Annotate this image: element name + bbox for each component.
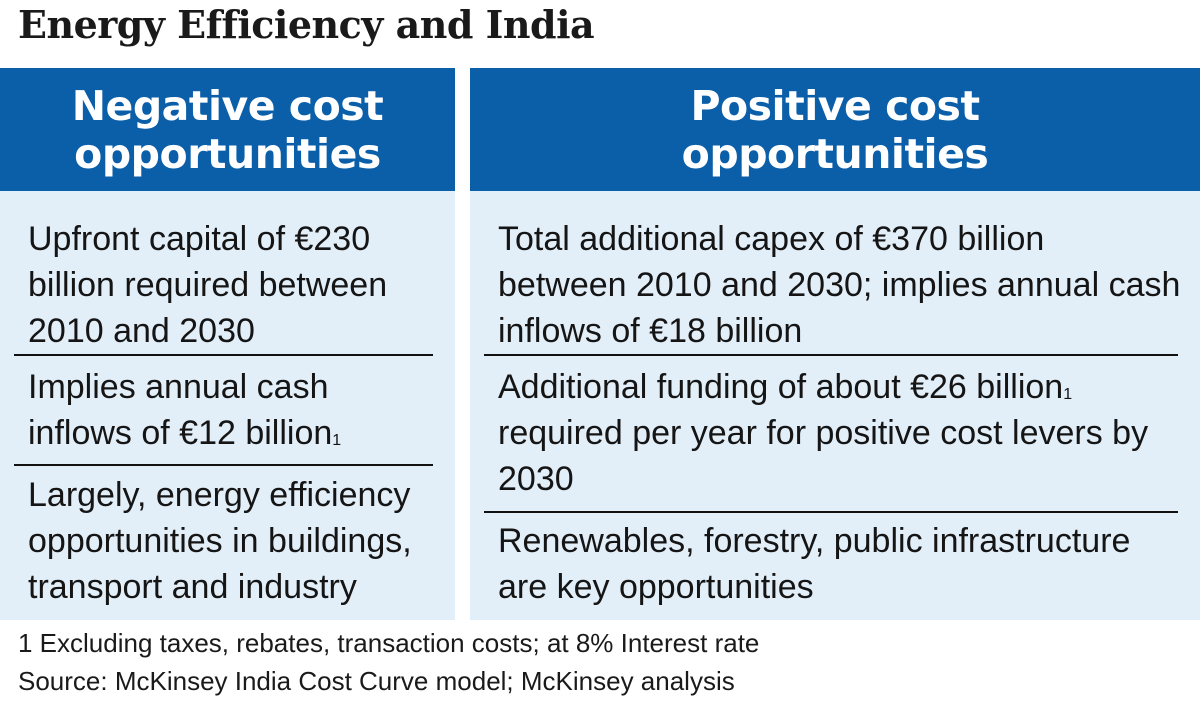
row-divider (484, 354, 1178, 356)
footnote-marker: 1 (1063, 386, 1073, 403)
positive-cost-column: Positive cost opportunities Total additi… (470, 68, 1200, 620)
source-note: Source: McKinsey India Cost Curve model;… (18, 666, 735, 696)
positive-row-funding: Additional funding of about €26 billion1… (488, 364, 1182, 502)
negative-cost-header: Negative cost opportunities (0, 68, 455, 191)
row-divider (14, 354, 433, 356)
footnote: 1 Excluding taxes, rebates, transaction … (18, 628, 760, 658)
negative-cost-header-line1: Negative cost (71, 81, 384, 130)
footnote-marker: 1 (332, 432, 342, 449)
negative-cost-column: Negative cost opportunities Upfront capi… (0, 68, 455, 620)
page-title: Energy Efficiency and India (18, 2, 595, 47)
positive-cost-header-line1: Positive cost (690, 81, 980, 130)
positive-cost-header-line2: opportunities (681, 129, 989, 178)
negative-row-efficiency: Largely, energy efficiency opportunities… (28, 476, 412, 606)
positive-row-funding-text-a: Additional funding of about €26 billion (498, 368, 1064, 406)
negative-cost-header-line2: opportunities (74, 129, 381, 178)
negative-row-cash-inflows-text: Implies annual cash inflows of €12 billi… (28, 368, 333, 452)
row-divider (484, 511, 1178, 513)
row-divider (14, 464, 433, 466)
positive-row-renewables: Renewables, forestry, public infrastruct… (498, 522, 1131, 606)
negative-row-cash-inflows: Implies annual cash inflows of €12 billi… (18, 364, 398, 456)
positive-row-capex: Total additional capex of €370 billion b… (498, 220, 1181, 350)
negative-row-capital: Upfront capital of €230 billion required… (28, 220, 388, 350)
positive-row-funding-text-b: required per year for positive cost leve… (498, 414, 1149, 498)
positive-cost-header: Positive cost opportunities (470, 68, 1200, 191)
